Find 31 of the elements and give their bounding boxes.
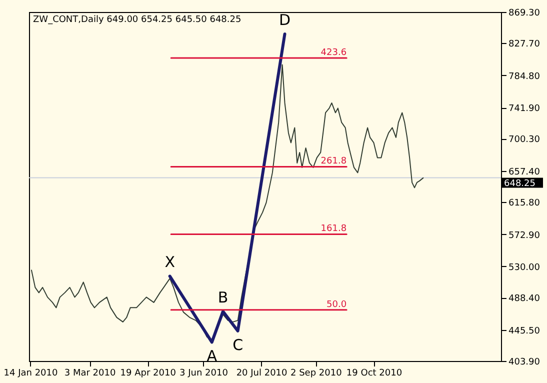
series-label: 161.8 — [320, 224, 347, 234]
x-tick-label: 14 Jan 2010 — [4, 368, 58, 378]
annotation: X — [164, 253, 175, 272]
y-tick-label: 869.30 — [508, 8, 540, 18]
x-tick-label: 3 Mar 2010 — [64, 368, 116, 378]
y-tick-label: 784.80 — [508, 72, 540, 82]
y-tick-label: 488.40 — [508, 294, 540, 304]
line-series — [30, 64, 424, 340]
y-tick-label: 741.90 — [508, 104, 540, 114]
y-tick-label: 827.70 — [508, 40, 540, 50]
x-tick-label: 19 Oct 2010 — [346, 368, 402, 378]
x-tick-label: 20 Jul 2010 — [236, 368, 288, 378]
annotation: B — [218, 288, 228, 306]
y-tick-label: 700.30 — [508, 135, 540, 146]
series-label: 50.0 — [326, 300, 347, 310]
ref-line-label: 648.25 — [504, 178, 536, 189]
y-tick-label: 445.50 — [508, 326, 540, 336]
x-tick-label: 19 Apr 2010 — [120, 368, 176, 378]
y-tick-label: 657.40 — [508, 167, 540, 178]
y-tick-label: 403.90 — [508, 358, 540, 368]
y-tick-label: 572.90 — [508, 230, 540, 241]
y-tick-label: 530.00 — [508, 262, 540, 273]
x-tick-label: 3 Jun 2010 — [180, 368, 228, 378]
series-label: 423.6 — [320, 48, 347, 58]
series-label: 261.8 — [320, 156, 347, 167]
x-tick-label: 2 Sep 2010 — [290, 368, 342, 378]
annotation: D — [278, 10, 291, 29]
y-tick-label: 615.80 — [508, 198, 540, 209]
annotation: C — [232, 336, 244, 354]
chart-title: ZW_CONT,Daily 649.00 654.25 645.50 648.25 — [33, 15, 242, 25]
annotation: A — [206, 347, 218, 366]
